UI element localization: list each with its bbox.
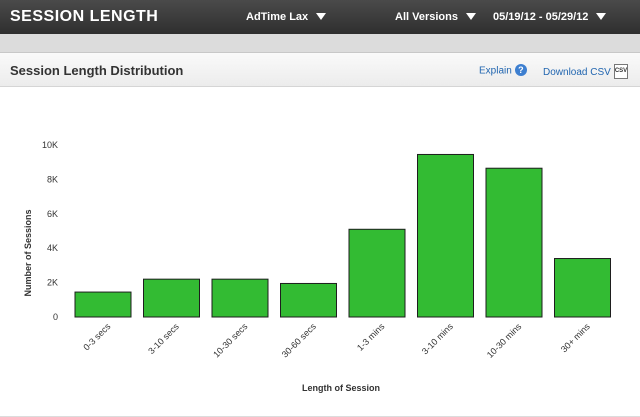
version-dropdown[interactable]: All Versions [395, 11, 476, 23]
bar-4[interactable] [280, 282, 337, 318]
x-tick-label: 3-10 secs [146, 321, 181, 356]
bar-6[interactable] [417, 153, 474, 318]
app-dropdown-label: AdTime Lax [246, 11, 309, 23]
explain-label: Explain [479, 65, 512, 77]
y-tick-label: 0 [53, 312, 58, 322]
bar-3[interactable] [211, 278, 269, 318]
x-tick-label: 30+ mins [559, 321, 592, 354]
top-bar: SESSION LENGTH AdTime Lax All Versions 0… [0, 0, 640, 34]
chart-panel: Session Length Distribution Explain? Dow… [0, 52, 640, 416]
bar-chart: Number of Sessions Length of Session 0 2K… [23, 140, 611, 393]
app-dropdown[interactable]: AdTime Lax [246, 11, 327, 23]
x-tick-label: 10-30 secs [211, 321, 250, 360]
y-tick-label: 4K [47, 243, 58, 253]
x-tick-label: 1-3 mins [355, 321, 387, 353]
bar-8[interactable] [554, 258, 611, 318]
download-csv-label: Download CSV [543, 67, 611, 79]
y-tick-label: 2K [47, 278, 58, 288]
x-tick-label: 3-10 mins [420, 321, 455, 356]
csv-file-icon: CSV [613, 64, 628, 79]
help-icon: ? [514, 64, 527, 76]
y-tick-label: 6K [47, 209, 58, 219]
panel-header: Session Length Distribution Explain? Dow… [0, 53, 640, 87]
page-title: SESSION LENGTH [10, 8, 159, 25]
download-csv-link[interactable]: Download CSV CSV [543, 64, 628, 80]
y-tick-label: 8K [47, 174, 58, 184]
x-tick-label: 10-30 mins [485, 321, 524, 360]
explain-link[interactable]: Explain? [479, 64, 527, 77]
x-tick-label: 30-60 secs [280, 321, 319, 360]
bar-5[interactable] [348, 228, 406, 318]
x-axis-label: Length of Session [302, 383, 380, 393]
chevron-down-icon [316, 12, 327, 20]
y-tick-label: 10K [42, 140, 58, 150]
chevron-down-icon [596, 12, 607, 20]
date-range-label: 05/19/12 - 05/29/12 [493, 11, 589, 23]
bar-7[interactable] [485, 167, 543, 318]
date-range-dropdown[interactable]: 05/19/12 - 05/29/12 [493, 11, 607, 23]
bar-1[interactable] [74, 291, 132, 318]
x-tick-label: 0-3 secs [81, 321, 112, 352]
version-dropdown-label: All Versions [395, 11, 458, 23]
bar-2[interactable] [143, 278, 200, 318]
y-axis-label: Number of Sessions [23, 209, 33, 296]
chevron-down-icon [465, 12, 476, 20]
panel-title: Session Length Distribution [10, 63, 184, 78]
